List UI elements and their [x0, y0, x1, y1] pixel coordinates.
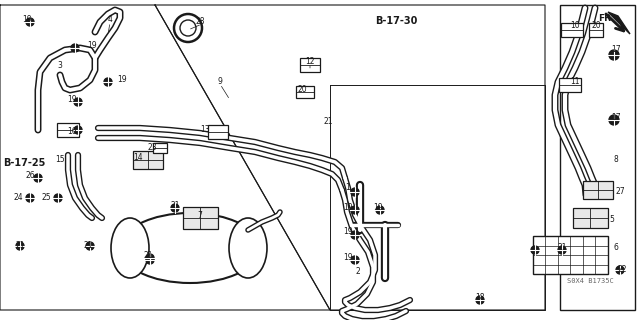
Bar [300, 58, 320, 72]
Text: 19: 19 [373, 204, 383, 212]
Circle shape [476, 296, 484, 304]
Circle shape [74, 98, 82, 106]
Text: 20: 20 [297, 85, 307, 94]
Text: 19: 19 [343, 253, 353, 262]
Text: 27: 27 [615, 188, 625, 196]
Text: 9: 9 [218, 77, 223, 86]
Text: 8: 8 [614, 156, 618, 164]
Circle shape [531, 246, 539, 254]
Polygon shape [608, 12, 630, 34]
Text: 25: 25 [41, 194, 51, 203]
Bar [532, 236, 607, 274]
Circle shape [171, 204, 179, 212]
Text: 19: 19 [343, 204, 353, 212]
Text: 7: 7 [198, 211, 202, 220]
Circle shape [558, 246, 566, 254]
Ellipse shape [120, 213, 260, 283]
Bar [559, 78, 581, 92]
Text: 21: 21 [170, 201, 180, 210]
Circle shape [54, 194, 62, 202]
Text: 20: 20 [591, 20, 601, 29]
Text: 19: 19 [343, 228, 353, 236]
Text: 23: 23 [147, 143, 157, 153]
Text: 24: 24 [13, 194, 23, 203]
Text: 6: 6 [614, 244, 618, 252]
Bar [561, 23, 583, 37]
Text: B-17-25: B-17-25 [3, 158, 45, 168]
Text: 21: 21 [83, 241, 93, 250]
Circle shape [74, 126, 82, 134]
Text: 21: 21 [557, 244, 567, 252]
Bar [182, 207, 218, 229]
Text: 26: 26 [25, 171, 35, 180]
Circle shape [104, 78, 112, 86]
Bar [208, 125, 228, 139]
Bar [57, 123, 79, 137]
Text: 5: 5 [609, 215, 614, 225]
Text: 2: 2 [356, 268, 360, 276]
Circle shape [34, 174, 42, 182]
Bar [589, 23, 603, 37]
Ellipse shape [111, 218, 149, 278]
Text: 16: 16 [67, 127, 77, 137]
Text: 10: 10 [570, 20, 580, 29]
Text: 4: 4 [108, 15, 113, 25]
Text: 21: 21 [143, 251, 153, 260]
Bar [133, 151, 163, 169]
Text: 21: 21 [323, 117, 333, 126]
Text: 1: 1 [346, 183, 350, 193]
Text: 17: 17 [611, 114, 621, 123]
Text: FR.: FR. [598, 14, 614, 23]
Text: B-17-30: B-17-30 [375, 16, 417, 26]
Circle shape [609, 50, 619, 60]
Circle shape [71, 44, 79, 52]
Circle shape [146, 256, 154, 264]
Circle shape [376, 206, 384, 214]
Circle shape [146, 254, 154, 262]
Bar [583, 181, 613, 199]
Circle shape [26, 194, 34, 202]
Text: 21: 21 [15, 241, 25, 250]
Circle shape [16, 242, 24, 250]
Text: 14: 14 [133, 154, 143, 163]
Bar [560, 5, 635, 310]
Text: S0X4 B1735C: S0X4 B1735C [567, 278, 614, 284]
Text: 19: 19 [22, 15, 32, 25]
Ellipse shape [229, 218, 267, 278]
Circle shape [26, 18, 34, 26]
Text: 28: 28 [195, 18, 205, 27]
Text: 18: 18 [476, 293, 484, 302]
Text: 3: 3 [58, 61, 63, 70]
Text: 13: 13 [200, 125, 210, 134]
Bar [573, 208, 607, 228]
Text: 19: 19 [87, 42, 97, 51]
Text: 22: 22 [617, 266, 627, 275]
Circle shape [351, 231, 359, 239]
Text: 19: 19 [117, 76, 127, 84]
Circle shape [86, 242, 94, 250]
Text: 12: 12 [305, 58, 315, 67]
Text: 19: 19 [67, 95, 77, 105]
Text: 15: 15 [55, 156, 65, 164]
Text: 17: 17 [611, 45, 621, 54]
Bar [296, 86, 314, 98]
Text: 11: 11 [570, 77, 580, 86]
Circle shape [616, 266, 624, 274]
Circle shape [609, 115, 619, 125]
Circle shape [351, 256, 359, 264]
Circle shape [351, 188, 359, 196]
Bar [153, 143, 167, 153]
Circle shape [351, 206, 359, 214]
